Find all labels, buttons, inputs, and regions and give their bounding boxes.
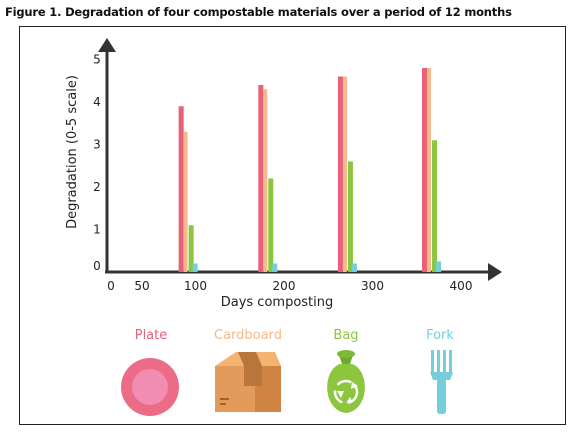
x-tick-label: 100 bbox=[184, 279, 207, 293]
cardboard-box-icon bbox=[215, 352, 281, 412]
y-tick-label: 2 bbox=[93, 180, 101, 194]
bar-plate-day-365 bbox=[422, 68, 428, 272]
bar-plate-day-270 bbox=[337, 76, 343, 272]
bar-fork-day-365 bbox=[436, 261, 442, 272]
bar-bag-day-180 bbox=[268, 178, 274, 272]
x-axis-arrow bbox=[488, 263, 502, 281]
y-tick-label: 5 bbox=[93, 53, 101, 67]
figure-title: Figure 1. Degradation of four compostabl… bbox=[5, 5, 512, 19]
bar-cardboard-day-180 bbox=[263, 89, 268, 272]
y-tick-label: 4 bbox=[93, 95, 101, 109]
x-tick-label: 200 bbox=[273, 279, 296, 293]
y-axis-title: Degradation (0-5 scale) bbox=[65, 75, 80, 229]
bar-cardboard-day-90 bbox=[183, 131, 188, 272]
y-axis-arrow bbox=[98, 38, 116, 52]
legend-label-bag: Bag bbox=[333, 328, 358, 343]
bar-fork-day-180 bbox=[272, 263, 278, 272]
bar-fork-day-270 bbox=[351, 263, 357, 272]
bar-bag-day-90 bbox=[188, 225, 194, 272]
y-tick-label: 1 bbox=[93, 223, 101, 237]
compost-bag-icon bbox=[327, 350, 365, 413]
bar-cardboard-day-365 bbox=[427, 68, 432, 272]
bar-fork-day-90 bbox=[192, 263, 198, 272]
x-axis-title: Days composting bbox=[221, 295, 334, 310]
plate-icon bbox=[121, 358, 179, 416]
y-tick-label: 3 bbox=[93, 138, 101, 152]
figure-frame bbox=[19, 26, 566, 425]
y-tick-label: 0 bbox=[93, 259, 101, 273]
bar-bag-day-365 bbox=[432, 140, 438, 272]
fork-icon bbox=[430, 350, 453, 414]
x-tick-label: 400 bbox=[450, 279, 473, 293]
bar-cardboard-day-270 bbox=[342, 76, 347, 272]
bar-plate-day-180 bbox=[258, 85, 264, 272]
legend-label-fork: Fork bbox=[426, 328, 454, 343]
x-tick-label: 0 bbox=[107, 279, 115, 293]
legend-label-cardboard: Cardboard bbox=[214, 328, 282, 343]
bar-bag-day-270 bbox=[347, 161, 353, 272]
x-tick-label: 300 bbox=[361, 279, 384, 293]
x-tick-label: 50 bbox=[134, 279, 149, 293]
legend-label-plate: Plate bbox=[135, 328, 168, 343]
bar-plate-day-90 bbox=[178, 106, 184, 272]
